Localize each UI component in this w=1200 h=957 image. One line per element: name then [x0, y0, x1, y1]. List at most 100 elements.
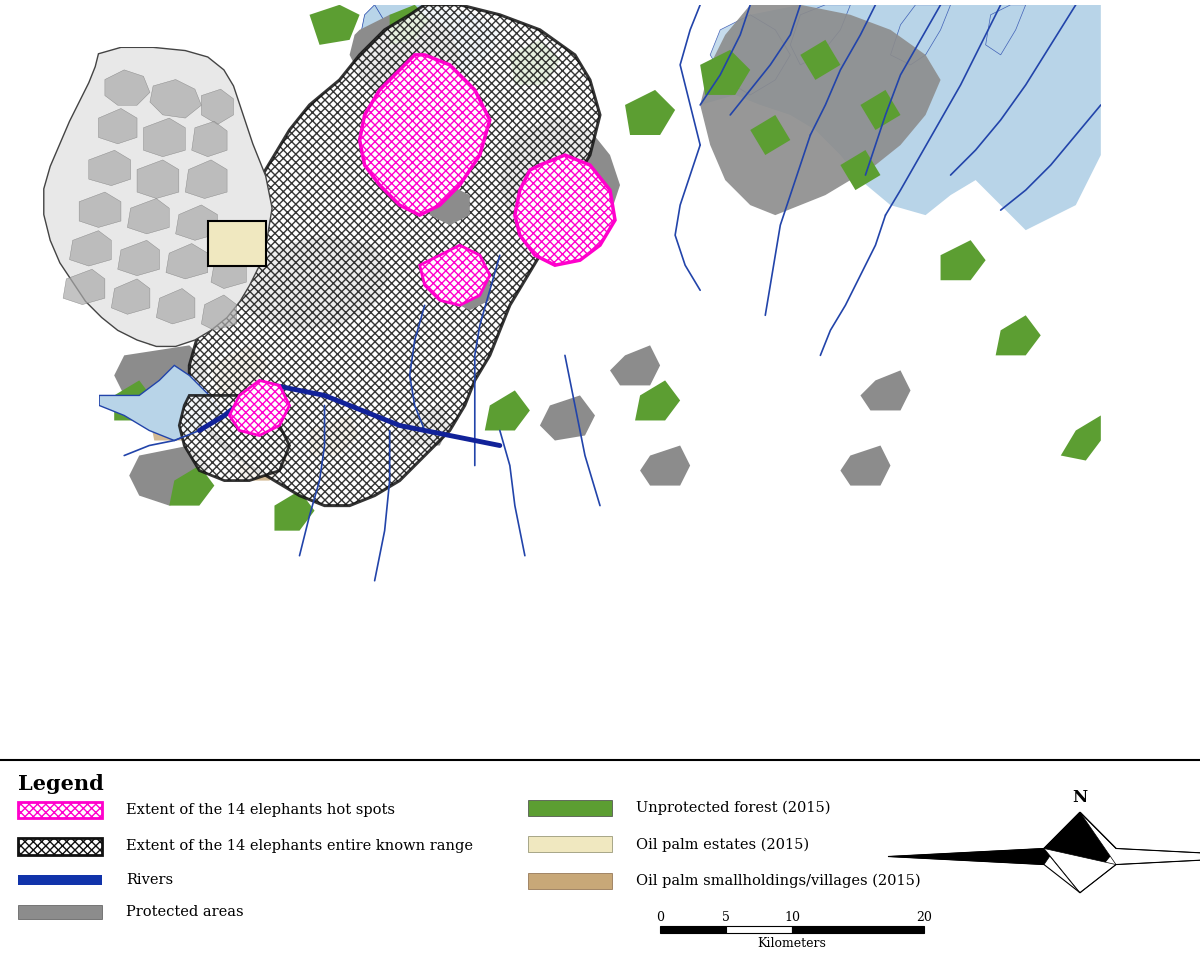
Bar: [18, 838, 102, 855]
Bar: [660, 925, 726, 933]
Polygon shape: [700, 5, 941, 215]
Polygon shape: [1080, 812, 1200, 864]
Polygon shape: [149, 165, 259, 235]
Polygon shape: [100, 366, 224, 440]
Bar: [18, 904, 102, 919]
Polygon shape: [70, 231, 112, 266]
Polygon shape: [275, 491, 314, 530]
Polygon shape: [420, 245, 490, 305]
Polygon shape: [137, 160, 179, 198]
Polygon shape: [888, 812, 1080, 864]
Polygon shape: [996, 315, 1040, 355]
Polygon shape: [202, 89, 234, 124]
Polygon shape: [349, 14, 460, 105]
Text: Extent of the 14 elephants hot spots: Extent of the 14 elephants hot spots: [126, 803, 395, 817]
Polygon shape: [43, 47, 272, 346]
Polygon shape: [104, 70, 150, 105]
Polygon shape: [211, 254, 246, 289]
Polygon shape: [610, 345, 660, 386]
Polygon shape: [202, 295, 236, 330]
Polygon shape: [640, 446, 690, 485]
Polygon shape: [64, 269, 104, 304]
Polygon shape: [1044, 812, 1116, 893]
Text: 5: 5: [722, 911, 730, 924]
Polygon shape: [114, 345, 209, 406]
Bar: [154, 157, 250, 225]
Polygon shape: [700, 5, 1100, 230]
Polygon shape: [840, 150, 881, 190]
Polygon shape: [360, 5, 500, 105]
Text: Unprotected forest (2015): Unprotected forest (2015): [636, 801, 830, 815]
Polygon shape: [240, 440, 289, 480]
Polygon shape: [185, 160, 227, 198]
Bar: [528, 836, 612, 853]
Polygon shape: [890, 5, 950, 65]
Polygon shape: [400, 406, 450, 446]
Polygon shape: [190, 5, 600, 505]
Polygon shape: [156, 289, 194, 323]
Polygon shape: [635, 380, 680, 420]
Polygon shape: [175, 205, 217, 240]
Text: Legend: Legend: [18, 774, 103, 794]
Bar: [792, 925, 924, 933]
Text: Protected areas: Protected areas: [126, 904, 244, 919]
Polygon shape: [98, 108, 137, 144]
Polygon shape: [450, 14, 480, 65]
Text: Extent of the 14 elephants entire known range: Extent of the 14 elephants entire known …: [126, 839, 473, 854]
Polygon shape: [89, 150, 131, 186]
Polygon shape: [169, 465, 215, 505]
Text: N: N: [1073, 790, 1087, 806]
Polygon shape: [166, 243, 208, 278]
Polygon shape: [450, 270, 490, 310]
Polygon shape: [209, 345, 270, 395]
Bar: [528, 800, 612, 816]
Polygon shape: [1044, 849, 1116, 893]
Polygon shape: [144, 118, 185, 157]
Polygon shape: [224, 235, 390, 330]
Polygon shape: [540, 395, 595, 440]
Polygon shape: [840, 446, 890, 485]
Polygon shape: [118, 240, 160, 276]
Polygon shape: [149, 400, 209, 440]
Polygon shape: [625, 90, 676, 135]
Bar: [18, 875, 102, 884]
Bar: [208, 221, 265, 266]
Bar: [528, 873, 612, 889]
Polygon shape: [79, 192, 121, 228]
Polygon shape: [360, 5, 390, 55]
Polygon shape: [750, 115, 791, 155]
Polygon shape: [985, 5, 1026, 55]
Polygon shape: [515, 155, 616, 265]
Polygon shape: [404, 5, 439, 55]
Polygon shape: [310, 415, 360, 456]
Polygon shape: [192, 122, 227, 157]
Polygon shape: [114, 380, 155, 420]
Text: Kilometers: Kilometers: [757, 937, 827, 950]
Polygon shape: [130, 446, 209, 505]
Polygon shape: [139, 296, 209, 345]
Text: Oil palm estates (2015): Oil palm estates (2015): [636, 837, 809, 852]
Polygon shape: [112, 278, 150, 314]
Polygon shape: [1061, 415, 1100, 460]
Bar: [18, 802, 102, 818]
Text: 20: 20: [916, 911, 932, 924]
Polygon shape: [700, 50, 750, 95]
Polygon shape: [485, 390, 530, 431]
Text: Oil palm smallholdings/villages (2015): Oil palm smallholdings/villages (2015): [636, 874, 920, 888]
Polygon shape: [710, 14, 791, 95]
Polygon shape: [430, 185, 469, 225]
Polygon shape: [390, 5, 430, 45]
Polygon shape: [860, 90, 900, 130]
Polygon shape: [360, 55, 490, 215]
Text: 0: 0: [656, 911, 664, 924]
Polygon shape: [800, 40, 840, 79]
Polygon shape: [791, 5, 851, 65]
Polygon shape: [229, 380, 289, 435]
Text: 10: 10: [784, 911, 800, 924]
Polygon shape: [860, 370, 911, 411]
Polygon shape: [179, 395, 289, 480]
Polygon shape: [119, 235, 224, 315]
Polygon shape: [500, 115, 620, 245]
Polygon shape: [125, 280, 164, 321]
Polygon shape: [127, 198, 169, 234]
